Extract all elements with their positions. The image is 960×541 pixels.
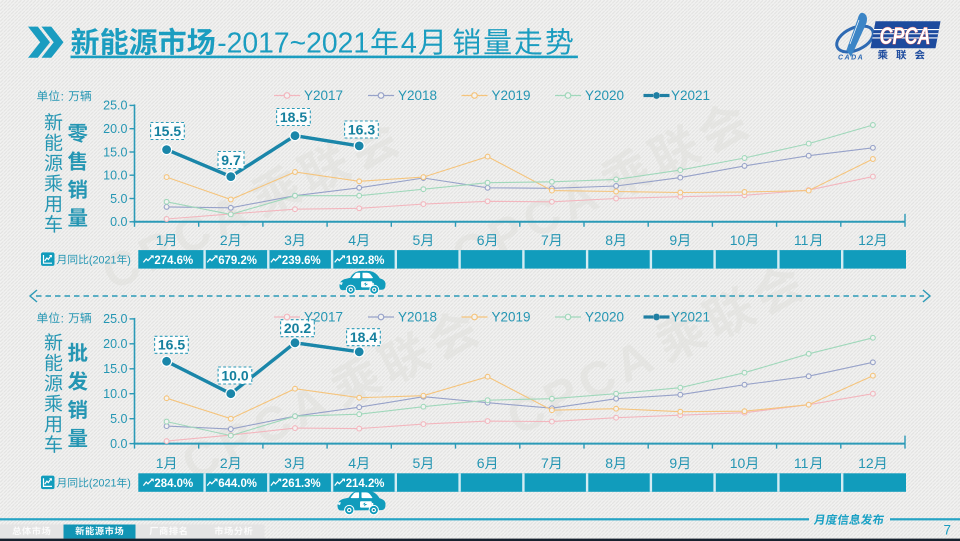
svg-text:1: 1 <box>156 455 164 471</box>
svg-text:(2021: (2021 <box>89 478 117 490</box>
svg-text:16.5: 16.5 <box>158 337 185 353</box>
svg-text:25.0: 25.0 <box>103 312 127 326</box>
svg-text:5.0: 5.0 <box>110 192 127 206</box>
svg-text:20.0: 20.0 <box>103 337 127 351</box>
svg-text:20.2: 20.2 <box>284 320 311 336</box>
svg-text:5.0: 5.0 <box>110 412 127 426</box>
svg-text:15.5: 15.5 <box>154 123 181 139</box>
svg-text:0.0: 0.0 <box>110 437 127 451</box>
svg-text:Y2018: Y2018 <box>398 310 437 325</box>
svg-text:Y2021: Y2021 <box>671 88 710 103</box>
svg-text:20.0: 20.0 <box>103 122 127 136</box>
svg-text:(2021: (2021 <box>89 254 117 266</box>
svg-text:12: 12 <box>858 455 874 471</box>
svg-text:1: 1 <box>156 232 164 248</box>
svg-text:18.4: 18.4 <box>350 329 377 345</box>
svg-text:18.5: 18.5 <box>280 109 307 125</box>
svg-text:4: 4 <box>401 28 417 60</box>
svg-text:10: 10 <box>730 232 746 248</box>
svg-text:Y2020: Y2020 <box>585 310 624 325</box>
svg-text:284.0%: 284.0% <box>154 476 193 490</box>
svg-text::: : <box>61 89 64 103</box>
svg-text:9: 9 <box>669 455 677 471</box>
svg-text:10.0: 10.0 <box>221 367 248 383</box>
svg-text:4: 4 <box>348 455 356 471</box>
svg-text:644.0%: 644.0% <box>218 476 257 490</box>
svg-text:3: 3 <box>284 455 292 471</box>
svg-text:6: 6 <box>477 455 485 471</box>
svg-text:-2017~2021: -2017~2021 <box>217 28 369 60</box>
svg-text:10: 10 <box>730 455 746 471</box>
svg-text:15.0: 15.0 <box>103 145 127 159</box>
svg-text:10.0: 10.0 <box>103 169 127 183</box>
svg-text:8: 8 <box>605 455 613 471</box>
svg-text:Y2018: Y2018 <box>398 88 437 103</box>
svg-text:16.3: 16.3 <box>348 121 375 137</box>
svg-text:2: 2 <box>220 455 228 471</box>
svg-text:CADA: CADA <box>838 55 864 62</box>
svg-text:239.6%: 239.6% <box>282 253 321 267</box>
svg-text:25.0: 25.0 <box>103 99 127 113</box>
svg-text:11: 11 <box>794 232 809 248</box>
svg-text:679.2%: 679.2% <box>218 253 257 267</box>
svg-text:CPCA: CPCA <box>880 23 931 50</box>
svg-text:Y2019: Y2019 <box>492 310 531 325</box>
svg-text:7: 7 <box>943 523 951 538</box>
svg-text:Y2019: Y2019 <box>492 88 531 103</box>
svg-text:4: 4 <box>348 232 356 248</box>
svg-text:8: 8 <box>605 232 613 248</box>
svg-text:7: 7 <box>541 455 549 471</box>
svg-text:Y2017: Y2017 <box>304 88 343 103</box>
svg-text:Y2021: Y2021 <box>671 310 710 325</box>
svg-text:9.7: 9.7 <box>221 152 241 168</box>
svg-text:): ) <box>127 478 131 490</box>
svg-text:5: 5 <box>413 455 421 471</box>
svg-text:0.0: 0.0 <box>110 215 127 229</box>
svg-text:Y2017: Y2017 <box>304 310 343 325</box>
svg-text:10.0: 10.0 <box>103 387 127 401</box>
svg-text:274.6%: 274.6% <box>154 253 193 267</box>
svg-text:7: 7 <box>541 232 549 248</box>
svg-text:192.8%: 192.8% <box>346 253 385 267</box>
svg-text:5: 5 <box>413 232 421 248</box>
svg-text:12: 12 <box>858 232 874 248</box>
svg-text::: : <box>61 311 64 325</box>
svg-text:9: 9 <box>669 232 677 248</box>
svg-text:261.3%: 261.3% <box>282 476 321 490</box>
svg-text:2: 2 <box>220 232 228 248</box>
svg-text:3: 3 <box>284 232 292 248</box>
svg-text:Y2020: Y2020 <box>585 88 624 103</box>
svg-text:6: 6 <box>477 232 485 248</box>
svg-text:214.2%: 214.2% <box>346 476 385 490</box>
svg-text:15.0: 15.0 <box>103 362 127 376</box>
svg-text:): ) <box>127 254 131 266</box>
svg-text:11: 11 <box>794 455 809 471</box>
